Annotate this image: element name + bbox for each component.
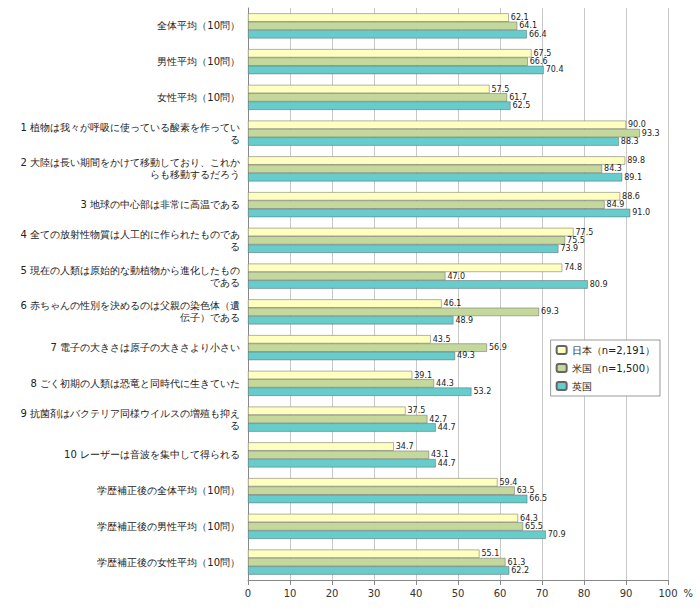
svg-text:66.4: 66.4 <box>529 30 547 39</box>
svg-text:53.2: 53.2 <box>473 387 491 396</box>
svg-text:89.1: 89.1 <box>624 173 642 182</box>
svg-text:59.4: 59.4 <box>499 478 517 487</box>
svg-text:20: 20 <box>326 588 339 599</box>
svg-text:全体平均（10問）: 全体平均（10問） <box>157 20 240 31</box>
svg-text:10 レーザーは音波を集中して得られる: 10 レーザーは音波を集中して得られる <box>64 449 240 460</box>
svg-text:70.4: 70.4 <box>546 65 564 74</box>
svg-text:%: % <box>683 588 693 599</box>
svg-text:66.6: 66.6 <box>529 57 548 67</box>
svg-text:63.5: 63.5 <box>516 486 535 496</box>
svg-text:73.9: 73.9 <box>560 244 578 253</box>
svg-text:8 ごく初期の人類は恐竜と同時代に生きていた: 8 ごく初期の人類は恐竜と同時代に生きていた <box>30 378 240 389</box>
svg-text:伝子）である: 伝子）である <box>180 312 240 323</box>
svg-text:80: 80 <box>578 588 591 599</box>
svg-text:70.9: 70.9 <box>548 530 566 539</box>
svg-text:学歴補正後の全体平均（10問）: 学歴補正後の全体平均（10問） <box>97 485 240 496</box>
svg-text:37.5: 37.5 <box>408 406 426 415</box>
svg-text:である: である <box>210 277 240 288</box>
svg-text:61.7: 61.7 <box>509 92 527 102</box>
svg-text:75.5: 75.5 <box>567 235 585 245</box>
svg-text:る: る <box>230 241 240 252</box>
svg-text:62.2: 62.2 <box>511 566 529 575</box>
svg-text:2 大陸は長い期間をかけて移動しており、これか: 2 大陸は長い期間をかけて移動しており、これか <box>20 157 240 168</box>
svg-text:47.0: 47.0 <box>447 272 465 281</box>
svg-text:43.5: 43.5 <box>433 335 451 344</box>
svg-text:6 赤ちゃんの性別を決めるのは父親の染色体（遺: 6 赤ちゃんの性別を決めるのは父親の染色体（遺 <box>20 300 240 311</box>
svg-text:90: 90 <box>620 588 633 599</box>
svg-text:4 全ての放射性物質は人工的に作られたものであ: 4 全ての放射性物質は人工的に作られたものであ <box>20 229 240 240</box>
svg-text:40: 40 <box>410 588 423 599</box>
svg-text:89.8: 89.8 <box>627 156 645 165</box>
svg-text:56.9: 56.9 <box>489 343 507 352</box>
svg-text:88.3: 88.3 <box>621 137 639 146</box>
svg-text:91.0: 91.0 <box>632 208 650 217</box>
svg-text:66.5: 66.5 <box>529 494 547 503</box>
svg-text:69.3: 69.3 <box>541 307 559 316</box>
svg-text:女性平均（10問）: 女性平均（10問） <box>157 92 240 103</box>
svg-text:5 現在の人類は原始的な動植物から進化したもの: 5 現在の人類は原始的な動植物から進化したもの <box>20 265 240 276</box>
svg-text:57.5: 57.5 <box>492 85 510 94</box>
svg-text:10: 10 <box>284 588 297 599</box>
svg-text:84.9: 84.9 <box>607 200 625 209</box>
svg-text:9 抗菌剤はバクテリア同様ウイルスの増殖も抑え: 9 抗菌剤はバクテリア同様ウイルスの増殖も抑え <box>20 408 240 419</box>
svg-text:70: 70 <box>536 588 549 599</box>
svg-text:34.7: 34.7 <box>396 442 414 451</box>
svg-text:7 電子の大きさは原子の大きさより小さい: 7 電子の大きさは原子の大きさより小さい <box>50 342 240 353</box>
svg-text:62.5: 62.5 <box>513 101 531 110</box>
svg-text:65.5: 65.5 <box>525 522 543 531</box>
svg-text:48.9: 48.9 <box>455 316 473 325</box>
svg-text:39.1: 39.1 <box>414 371 432 380</box>
svg-text:0: 0 <box>245 588 251 599</box>
svg-text:50: 50 <box>452 588 465 599</box>
svg-text:る: る <box>230 134 240 145</box>
svg-text:44.7: 44.7 <box>438 459 456 468</box>
svg-text:らも移動するだろう: らも移動するだろう <box>150 169 240 180</box>
svg-text:英国: 英国 <box>572 381 592 392</box>
svg-text:日本（n=2,191）: 日本（n=2,191） <box>572 345 655 356</box>
svg-text:学歴補正後の女性平均（10問）: 学歴補正後の女性平均（10問） <box>97 557 240 568</box>
svg-text:60: 60 <box>494 588 507 599</box>
svg-text:77.5: 77.5 <box>575 227 594 237</box>
svg-text:88.6: 88.6 <box>622 192 640 201</box>
svg-text:62.1: 62.1 <box>510 13 529 22</box>
svg-text:学歴補正後の男性平均（10問）: 学歴補正後の男性平均（10問） <box>97 521 240 532</box>
svg-text:74.8: 74.8 <box>564 263 582 272</box>
svg-text:84.3: 84.3 <box>604 164 622 173</box>
svg-text:30: 30 <box>368 588 381 599</box>
svg-text:100: 100 <box>658 588 677 599</box>
svg-text:93.3: 93.3 <box>642 129 660 138</box>
svg-text:61.3: 61.3 <box>507 557 526 567</box>
svg-text:64.3: 64.3 <box>520 513 538 523</box>
svg-text:42.7: 42.7 <box>429 414 448 424</box>
svg-text:64.1: 64.1 <box>519 21 537 31</box>
svg-text:80.9: 80.9 <box>590 280 608 289</box>
svg-text:る: る <box>230 420 240 431</box>
svg-text:44.7: 44.7 <box>438 423 456 432</box>
svg-text:90.0: 90.0 <box>628 120 646 130</box>
svg-text:49.3: 49.3 <box>457 351 475 360</box>
svg-text:55.1: 55.1 <box>481 549 499 558</box>
svg-text:米国（n=1,500）: 米国（n=1,500） <box>572 363 655 374</box>
svg-text:46.1: 46.1 <box>444 299 462 308</box>
svg-text:43.1: 43.1 <box>431 450 449 460</box>
svg-text:3 地球の中心部は非常に高温である: 3 地球の中心部は非常に高温である <box>80 199 240 210</box>
svg-text:男性平均（10問）: 男性平均（10問） <box>157 56 240 67</box>
svg-text:44.3: 44.3 <box>436 379 454 388</box>
svg-text:67.5: 67.5 <box>533 48 552 58</box>
svg-text:1 植物は我々が呼吸に使っている酸素を作ってい: 1 植物は我々が呼吸に使っている酸素を作ってい <box>20 122 240 133</box>
